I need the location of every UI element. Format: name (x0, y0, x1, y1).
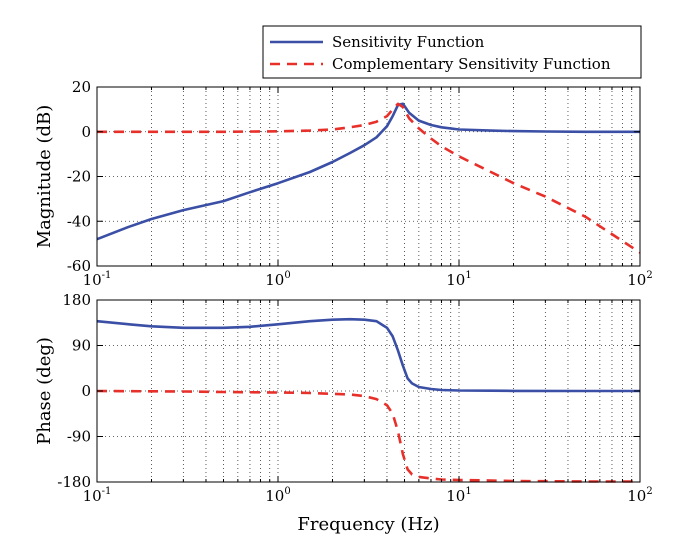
y-tick-label: -90 (67, 428, 91, 446)
x-tick-label: 101 (446, 486, 471, 505)
x-tick-label: 10-1 (83, 486, 112, 505)
complementary-sensitivity-line (96, 389, 640, 483)
phase-plot: -180 -90 0 90 180 10-1 100 101 102 Phase (deg) F… (34, 291, 653, 535)
x-tick-label: 100 (265, 270, 290, 289)
y-tick-label: -20 (67, 168, 91, 186)
magnitude-y-axis-label: Magnitude (dB) (34, 105, 55, 249)
y-tick-label: 180 (62, 291, 91, 309)
magnitude-grid (97, 87, 640, 266)
x-tick-label: 101 (446, 270, 471, 289)
y-tick-label: -40 (67, 212, 91, 230)
magnitude-axes-frame (96, 86, 641, 267)
x-tick-label: 100 (265, 486, 290, 505)
frequency-x-axis-label: Frequency (Hz) (297, 514, 439, 535)
y-tick-label: -180 (57, 473, 91, 491)
y-tick-label: 20 (72, 78, 91, 96)
phase-y-axis-label: Phase (deg) (34, 337, 55, 445)
sensitivity-line (96, 102, 640, 241)
y-tick-label: 0 (81, 123, 91, 141)
y-tick-label: 90 (72, 337, 91, 355)
x-tick-label: 10-1 (83, 270, 112, 289)
legend-label-sensitivity: Sensitivity Function (332, 33, 485, 51)
y-tick-label: 0 (81, 382, 91, 400)
magnitude-series (96, 102, 641, 254)
magnitude-plot: -60 -40 -20 0 20 10-1 100 101 102 Magnitude (dB) (34, 78, 653, 289)
sensitivity-line (96, 317, 640, 393)
phase-ticks: -180 -90 0 90 180 10-1 100 101 102 (57, 291, 652, 505)
magnitude-ticks: -60 -40 -20 0 20 10-1 100 101 102 (67, 78, 653, 289)
legend-label-complementary: Complementary Sensitivity Function (332, 55, 611, 73)
x-tick-label: 102 (627, 486, 652, 505)
phase-series (96, 317, 640, 483)
legend-box (262, 25, 642, 79)
complementary-sensitivity-line (97, 102, 641, 254)
legend: Sensitivity Function Complementary Sensi… (262, 25, 642, 79)
x-tick-label: 102 (627, 270, 652, 289)
y-tick-label: -60 (67, 257, 91, 275)
